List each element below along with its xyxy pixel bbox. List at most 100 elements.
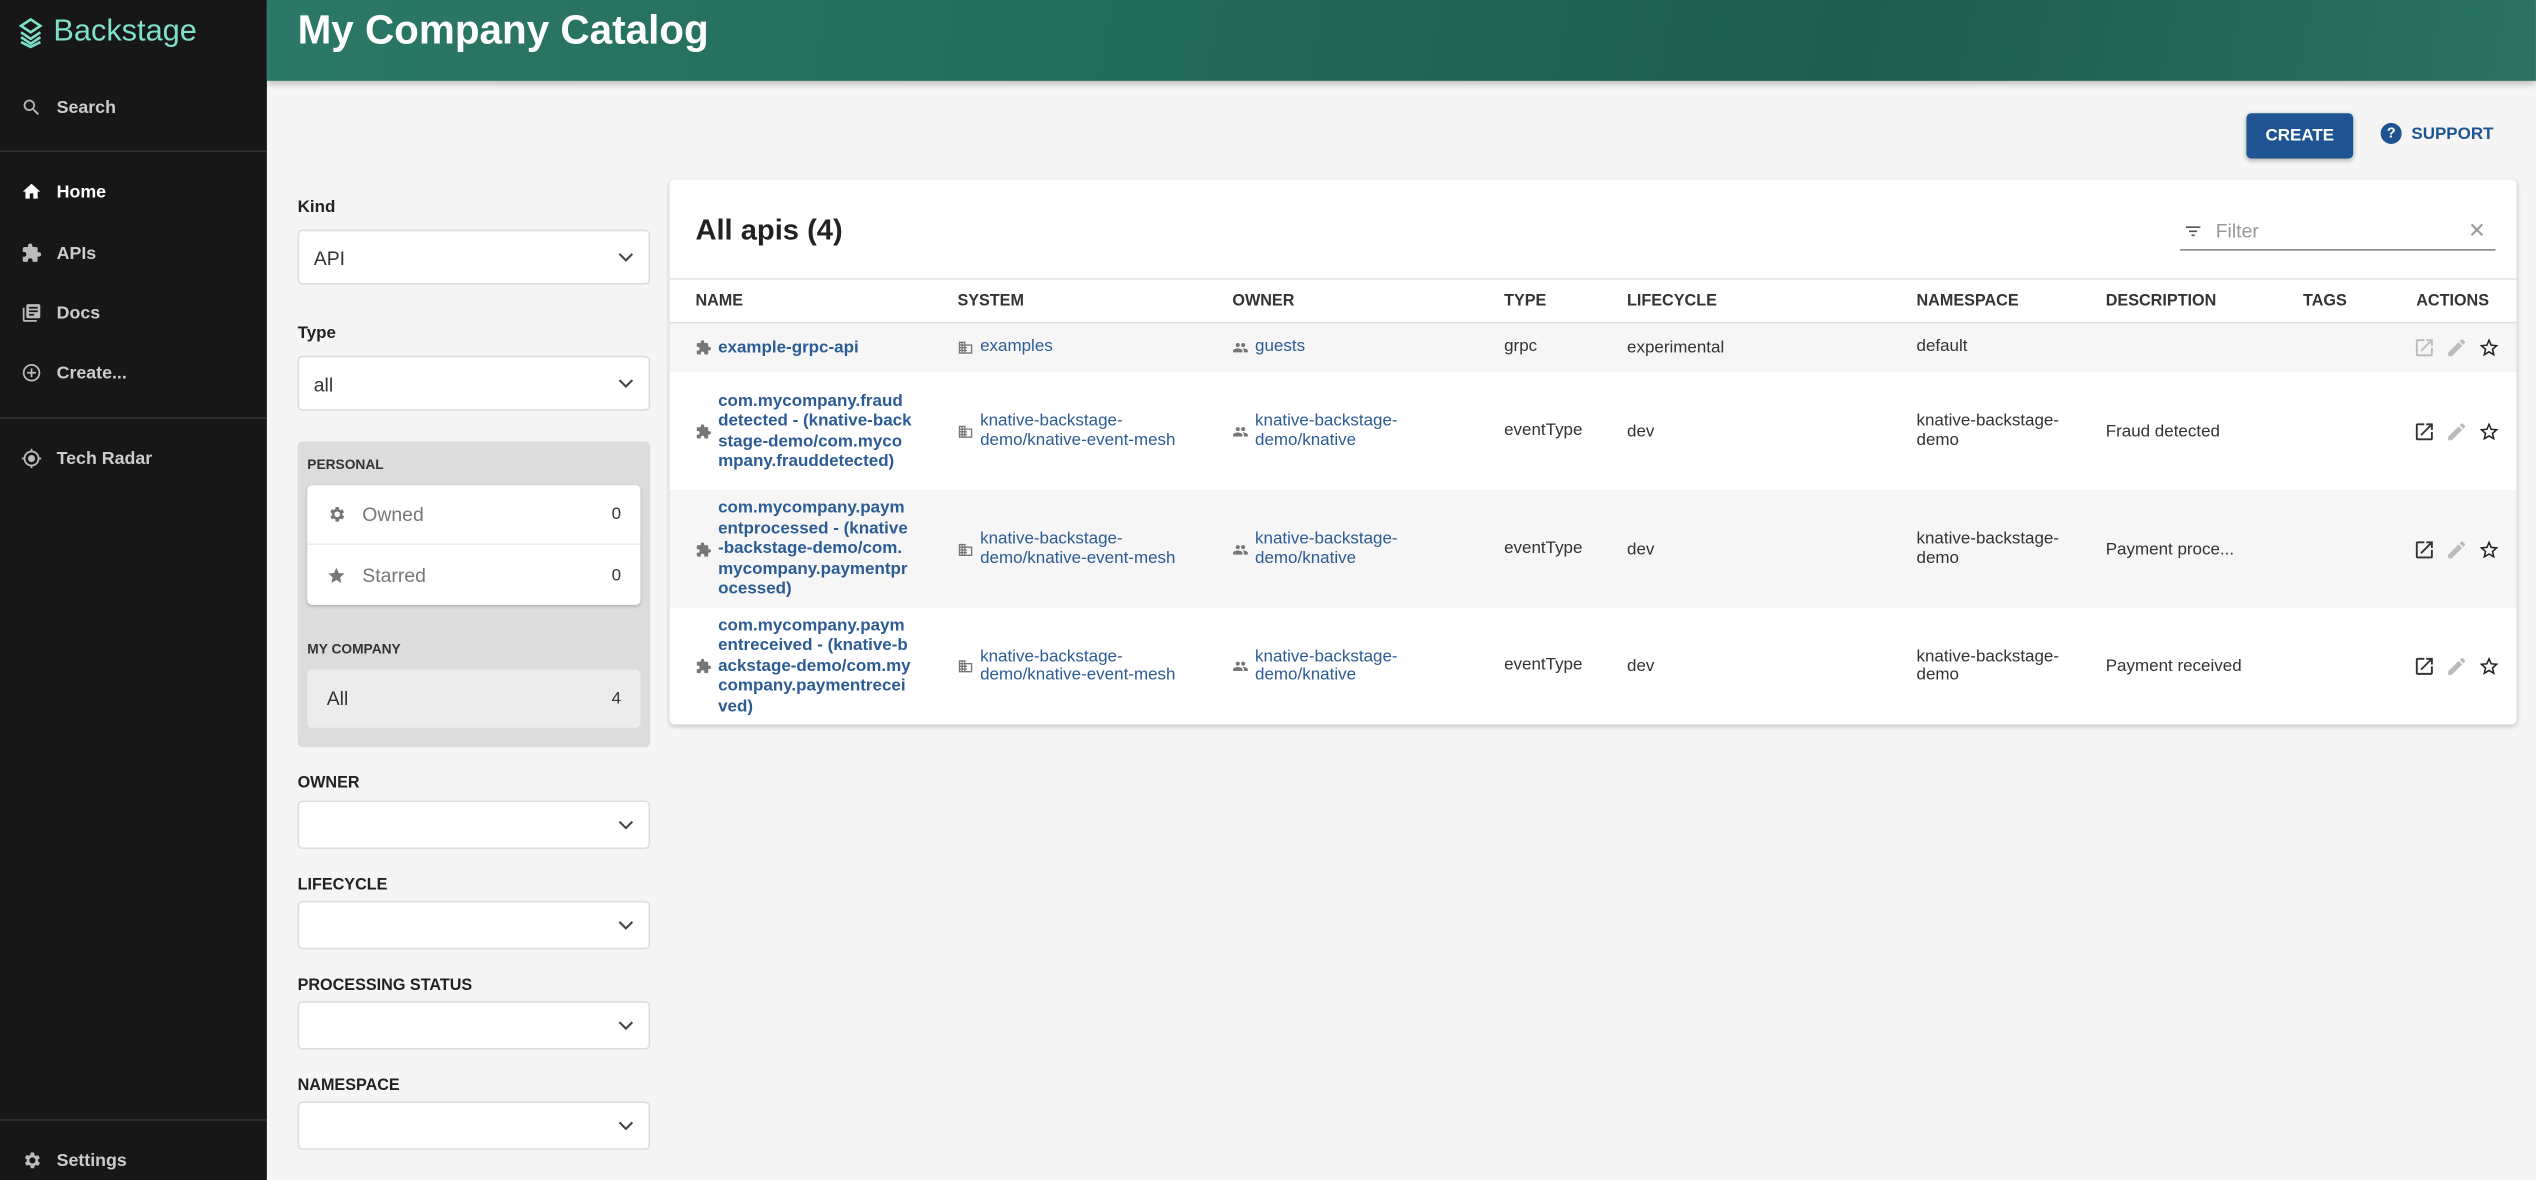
lifecycle-cell: dev — [1627, 421, 1655, 441]
system-link[interactable]: knative-backstage-demo/knative-event-mes… — [980, 646, 1176, 685]
open-external-icon[interactable] — [2413, 420, 2436, 443]
sidebar-item-create[interactable]: Create... — [21, 362, 127, 383]
open-external-icon[interactable] — [2413, 336, 2436, 359]
lifecycle-cell: dev — [1627, 656, 1655, 677]
sidebar-item-tech-radar[interactable]: Tech Radar — [21, 448, 152, 469]
type-value: all — [313, 373, 334, 397]
edit-icon[interactable] — [2445, 655, 2468, 678]
sidebar-item-apis[interactable]: APIs — [21, 243, 96, 264]
system-link[interactable]: knative-backstage-demo/knative-event-mes… — [980, 410, 1176, 449]
type-select[interactable]: all — [297, 355, 651, 411]
api-name-link[interactable]: com.mycompany.paymentprocessed - (knativ… — [718, 498, 908, 599]
namespace-label: NAMESPACE — [297, 1077, 400, 1095]
owned-count: 0 — [611, 504, 622, 525]
all-count: 4 — [611, 688, 622, 709]
starred-label: Starred — [362, 563, 426, 587]
table-row: example-grpc-api examples guests grpc experi… — [669, 323, 2517, 372]
processing-status-select[interactable] — [297, 1001, 651, 1050]
puzzle-icon — [696, 658, 711, 674]
starred-count: 0 — [611, 565, 622, 585]
all-filter[interactable]: All 4 — [307, 669, 641, 728]
sidebar-item-docs[interactable]: Docs — [21, 302, 100, 323]
system-cell: knative-backstage-demo/knative-event-mes… — [957, 608, 1216, 724]
app-name: Backstage — [53, 14, 197, 49]
sidebar-search-label: Search — [56, 97, 116, 118]
filter-input[interactable]: Filter ✕ — [2180, 213, 2496, 251]
kind-value: API — [313, 247, 346, 271]
column-header-lifecycle[interactable]: LIFECYCLE — [1627, 292, 1717, 311]
star-outline-icon[interactable] — [2478, 420, 2501, 443]
edit-icon[interactable] — [2445, 538, 2468, 561]
group-icon — [1233, 544, 1248, 554]
column-header-owner[interactable]: OWNER — [1232, 292, 1295, 311]
lifecycle-cell: dev — [1627, 539, 1655, 559]
sidebar-item-label: Docs — [56, 303, 101, 323]
user-list-picker: PERSONAL Owned 0 Starred 0 MY COMPANY Al… — [297, 441, 651, 748]
owner-link[interactable]: guests — [1255, 336, 1306, 357]
owner-link[interactable]: knative-backstage-demo/knative — [1255, 528, 1398, 567]
column-header-type[interactable]: TYPE — [1504, 292, 1547, 311]
create-button[interactable]: CREATE — [2246, 113, 2354, 159]
edit-icon[interactable] — [2445, 336, 2468, 359]
sidebar-item-label: Create... — [56, 363, 127, 383]
api-name-link[interactable]: example-grpc-api — [718, 337, 859, 358]
type-cell: eventType — [1504, 538, 1583, 558]
sidebar-divider — [0, 417, 267, 419]
system-link[interactable]: examples — [980, 336, 1053, 357]
system-cell: examples — [957, 323, 1216, 372]
chevron-down-icon — [618, 820, 634, 830]
sidebar-item-home[interactable]: Home — [21, 181, 106, 202]
namespace-select[interactable] — [297, 1101, 651, 1150]
system-icon — [958, 543, 973, 556]
kind-select[interactable]: API — [297, 229, 651, 285]
sidebar-item-settings[interactable]: Settings — [21, 1150, 127, 1171]
gear-icon — [24, 1152, 40, 1169]
table-row: com.mycompany.frauddetected - (knative-b… — [669, 371, 2517, 491]
description-cell: Payment proce... — [2105, 539, 2235, 559]
owner-cell: knative-backstage-demo/knative — [1232, 490, 1426, 608]
support-button[interactable]: ? SUPPORT — [2380, 122, 2493, 144]
lifecycle-label: LIFECYCLE — [297, 876, 388, 895]
system-link[interactable]: knative-backstage-demo/knative-event-mes… — [980, 528, 1176, 567]
owner-label: OWNER — [297, 774, 360, 793]
starred-filter[interactable]: Starred 0 — [307, 545, 640, 605]
open-external-icon[interactable] — [2413, 655, 2436, 678]
name-cell: com.mycompany.paymentreceived - (knative… — [695, 608, 921, 724]
owner-select[interactable] — [297, 800, 651, 850]
clear-icon[interactable]: ✕ — [2468, 218, 2486, 243]
type-label: Type — [297, 323, 336, 343]
owner-cell: knative-backstage-demo/knative — [1232, 608, 1426, 724]
star-outline-icon[interactable] — [2478, 655, 2501, 678]
column-header-description[interactable]: DESCRIPTION — [2105, 292, 2217, 311]
sidebar-item-label: Tech Radar — [56, 448, 153, 469]
open-external-icon[interactable] — [2413, 538, 2436, 561]
backstage-logo[interactable]: Backstage — [16, 15, 197, 51]
lifecycle-select[interactable] — [297, 900, 651, 950]
page-title: My Company Catalog — [297, 8, 709, 54]
chevron-down-icon — [618, 1021, 634, 1031]
column-header-namespace[interactable]: NAMESPACE — [1916, 292, 2019, 311]
name-cell: example-grpc-api — [695, 323, 921, 372]
puzzle-icon — [696, 423, 711, 438]
owner-link[interactable]: knative-backstage-demo/knative — [1255, 410, 1398, 449]
company-title: MY COMPANY — [307, 640, 401, 657]
api-name-link[interactable]: com.mycompany.paymentreceived - (knative… — [718, 615, 911, 717]
search-icon — [23, 99, 39, 115]
processing-status-label: PROCESSING STATUS — [297, 976, 473, 995]
owned-filter[interactable]: Owned 0 — [307, 485, 641, 546]
owned-label: Owned — [362, 502, 424, 526]
column-header-system[interactable]: SYSTEM — [957, 292, 1024, 311]
star-outline-icon[interactable] — [2478, 336, 2501, 359]
table-header: NAME SYSTEM OWNER TYPE LIFECYCLE NAMESPACE DES… — [669, 278, 2517, 324]
type-cell: eventType — [1504, 420, 1583, 440]
column-header-actions[interactable]: ACTIONS — [2416, 292, 2490, 311]
column-header-tags[interactable]: TAGS — [2303, 292, 2347, 311]
group-icon — [1233, 343, 1248, 353]
name-cell: com.mycompany.paymentprocessed - (knativ… — [695, 490, 921, 608]
column-header-name[interactable]: NAME — [695, 292, 744, 311]
sidebar-search[interactable]: Search — [21, 97, 116, 118]
api-name-link[interactable]: com.mycompany.frauddetected - (knative-b… — [718, 390, 912, 471]
star-outline-icon[interactable] — [2478, 538, 2501, 561]
edit-icon[interactable] — [2445, 420, 2468, 443]
owner-link[interactable]: knative-backstage-demo/knative — [1255, 646, 1398, 685]
